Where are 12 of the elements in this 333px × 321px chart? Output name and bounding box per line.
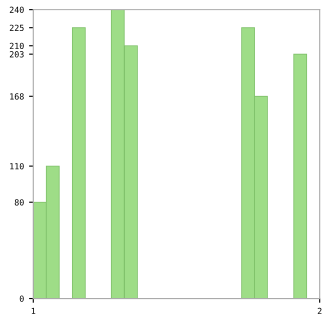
y-tick-label: 210: [10, 42, 24, 50]
y-tick-label: 168: [10, 93, 24, 100]
x-tick-label: 1: [32, 308, 36, 314]
x-tick-label: 2: [318, 308, 322, 314]
y-tick-label: 240: [10, 6, 24, 13]
bar: [293, 54, 308, 299]
y-tick-label: 203: [10, 51, 24, 58]
y-tick-label: 0: [20, 296, 24, 302]
y-tick-label: 80: [14, 199, 24, 206]
y-tick-label: 110: [10, 163, 24, 170]
bar: [72, 27, 86, 299]
y-tick-label: 225: [10, 24, 24, 31]
